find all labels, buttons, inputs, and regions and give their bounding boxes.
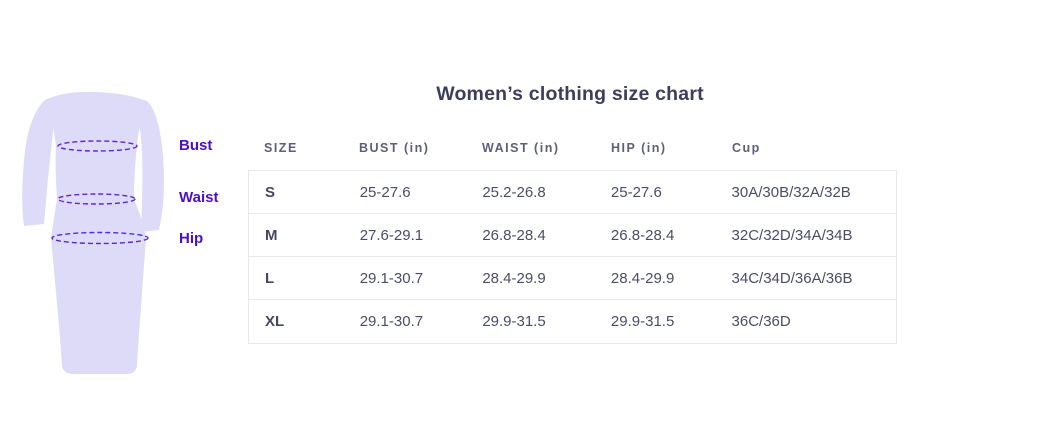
header-size: SIZE — [264, 141, 298, 155]
cell-hip: 25-27.6 — [610, 183, 662, 201]
cell-size: XL — [265, 313, 285, 330]
cell-waist: 25.2-26.8 — [482, 183, 546, 201]
page-title: Women’s clothing size chart — [436, 83, 704, 105]
header-hip: HIP (in) — [611, 141, 667, 155]
cell-cup: 36C/36D — [731, 313, 791, 330]
cell-hip: 29.9-31.5 — [610, 313, 675, 330]
table-body: S 25-27.6 25.2-26.8 25-27.6 30A/30B/32A/… — [248, 170, 897, 344]
dress-left-sleeve — [22, 98, 58, 226]
cell-cup: 34C/34D/36A/36B — [731, 269, 853, 287]
table-row-xl: XL 29.1-30.7 29.9-31.5 29.9-31.5 36C/36D — [249, 300, 896, 343]
cell-bust: 29.1-30.7 — [359, 313, 424, 330]
cell-bust: 29.1-30.7 — [359, 269, 424, 287]
hip-label: Hip — [179, 230, 204, 247]
dress-right-sleeve — [135, 99, 164, 232]
header-waist: WAIST (in) — [482, 141, 560, 155]
cell-bust: 27.6-29.1 — [359, 226, 424, 244]
cell-hip: 28.4-29.9 — [610, 269, 675, 287]
waist-label: Waist — [179, 189, 219, 206]
cell-waist: 28.4-29.9 — [482, 269, 546, 287]
dress-illustration — [22, 92, 164, 374]
header-cup: Cup — [732, 141, 761, 155]
cell-waist: 29.9-31.5 — [482, 313, 546, 330]
cell-cup: 30A/30B/32A/32B — [731, 183, 851, 201]
hip-measure-ellipse — [51, 231, 149, 245]
cell-bust: 25-27.6 — [359, 183, 411, 201]
cell-size: M — [265, 226, 278, 244]
cell-size: L — [265, 269, 275, 287]
table-row-m: M 27.6-29.1 26.8-28.4 26.8-28.4 32C/32D/… — [249, 214, 896, 257]
bust-label: Bust — [179, 137, 213, 154]
table-row-s: S 25-27.6 25.2-26.8 25-27.6 30A/30B/32A/… — [249, 171, 896, 214]
waist-measure-ellipse — [57, 193, 136, 205]
header-bust: BUST (in) — [359, 141, 430, 155]
cell-cup: 32C/32D/34A/34B — [731, 226, 853, 244]
cell-size: S — [265, 183, 276, 201]
cell-waist: 26.8-28.4 — [482, 226, 546, 244]
bust-measure-ellipse — [57, 140, 138, 152]
cell-hip: 26.8-28.4 — [610, 226, 675, 244]
table-row-l: L 29.1-30.7 28.4-29.9 28.4-29.9 34C/34D/… — [249, 257, 896, 300]
size-chart-table: SIZE BUST (in) WAIST (in) HIP (in) Cup S… — [248, 139, 897, 344]
table-header-row: SIZE BUST (in) WAIST (in) HIP (in) Cup — [248, 139, 897, 157]
dress-body-shape — [45, 92, 148, 374]
